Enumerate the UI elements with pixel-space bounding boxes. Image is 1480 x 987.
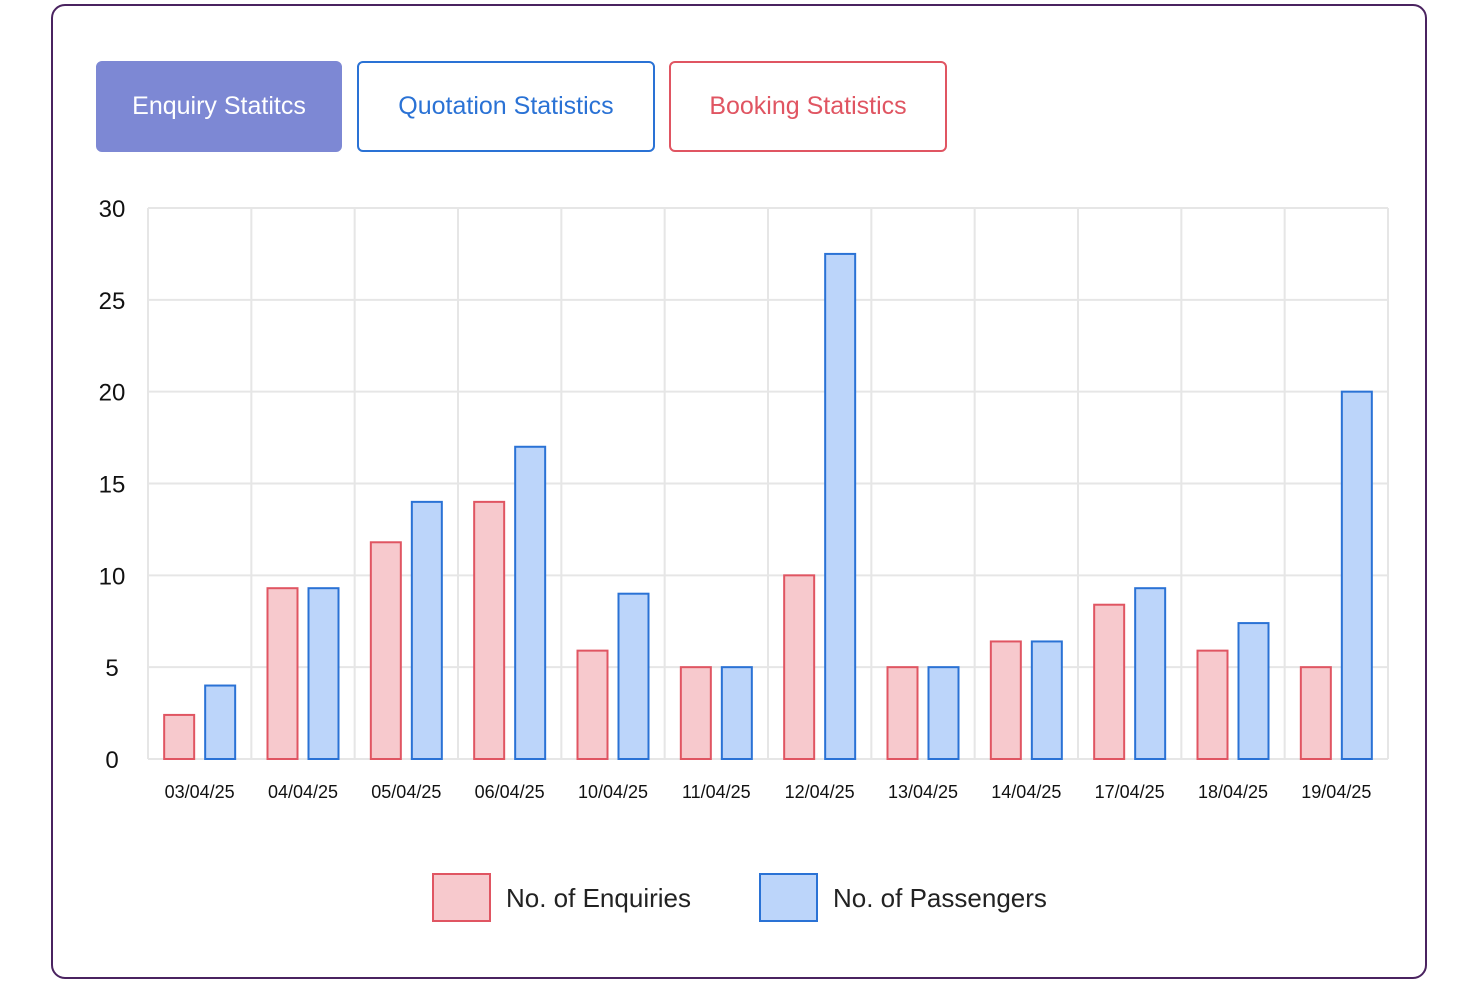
legend-swatch-passengers: [759, 873, 818, 922]
bar-passengers: [1237, 622, 1270, 760]
x-tick-label: 03/04/25: [165, 782, 235, 802]
bar-passengers: [1340, 390, 1373, 760]
bar-passengers: [617, 592, 650, 761]
bar-enquiries: [679, 666, 712, 761]
legend-label-enquiries: No. of Enquiries: [506, 883, 691, 913]
y-tick-label: 15: [99, 472, 126, 499]
tab-enquiry-statistics[interactable]: Enquiry Statitcs: [96, 61, 342, 152]
y-tick-label: 0: [105, 747, 118, 774]
y-tick-label: 25: [99, 288, 126, 315]
x-tick-label: 13/04/25: [888, 782, 958, 802]
bar-enquiries: [473, 500, 506, 760]
bar-enquiries: [266, 587, 299, 760]
statistics-card: [51, 4, 1427, 979]
x-tick-label: 10/04/25: [578, 782, 648, 802]
bar-passengers: [720, 666, 753, 761]
bar-enquiries: [1299, 666, 1332, 761]
bar-enquiries: [576, 649, 609, 760]
bar-passengers: [1134, 587, 1167, 760]
bar-enquiries: [369, 541, 402, 760]
x-tick-label: 12/04/25: [785, 782, 855, 802]
y-tick-label: 10: [99, 563, 126, 590]
bar-passengers: [410, 500, 443, 760]
bar-passengers: [204, 684, 237, 760]
y-tick-label: 5: [105, 655, 118, 682]
tab-quotation-statistics[interactable]: Quotation Statistics: [357, 61, 655, 152]
bar-passengers: [824, 252, 857, 761]
legend-swatch-enquiries: [432, 873, 491, 922]
bar-passengers: [514, 445, 547, 760]
y-tick-label: 20: [99, 380, 126, 407]
x-tick-label: 06/04/25: [475, 782, 545, 802]
bar-passengers: [927, 666, 960, 761]
x-tick-label: 11/04/25: [682, 782, 751, 802]
bar-enquiries: [989, 640, 1022, 760]
x-tick-label: 05/04/25: [371, 782, 441, 802]
y-tick-label: 30: [99, 196, 126, 223]
bar-enquiries: [1093, 603, 1126, 760]
x-tick-label: 14/04/25: [991, 782, 1061, 802]
bar-enquiries: [1196, 649, 1229, 760]
x-tick-label: 18/04/25: [1198, 782, 1268, 802]
tab-booking-statistics[interactable]: Booking Statistics: [669, 61, 947, 152]
bar-enquiries: [886, 666, 919, 761]
bar-enquiries: [783, 574, 816, 760]
x-tick-label: 19/04/25: [1301, 782, 1371, 802]
bar-passengers: [1030, 640, 1063, 760]
bar-enquiries: [163, 713, 196, 760]
legend-label-passengers: No. of Passengers: [833, 883, 1047, 913]
x-tick-label: 17/04/25: [1095, 782, 1165, 802]
bar-passengers: [307, 587, 340, 760]
x-tick-label: 04/04/25: [268, 782, 338, 802]
